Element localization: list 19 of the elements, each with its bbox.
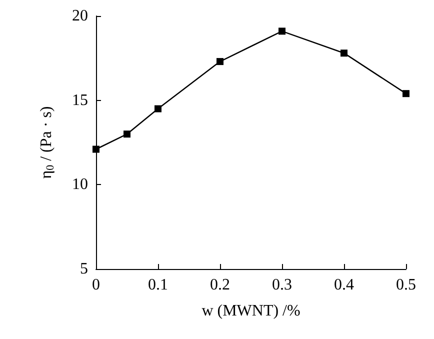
y-tick-label: 15 bbox=[72, 92, 88, 109]
y-tick-label: 10 bbox=[72, 176, 88, 194]
x-tick-label: 0.5 bbox=[396, 276, 416, 294]
point bbox=[216, 58, 224, 66]
x-tick-label: 0.2 bbox=[210, 276, 230, 294]
x-tick-label: 0.1 bbox=[148, 276, 168, 294]
x-tick-label: 0.4 bbox=[334, 276, 354, 294]
point bbox=[278, 28, 286, 35]
point bbox=[402, 90, 410, 98]
y-tick-label: 20 bbox=[72, 8, 88, 24]
point bbox=[340, 50, 348, 57]
point bbox=[154, 105, 162, 112]
x-tick-label: 0 bbox=[92, 276, 100, 294]
x-tick-label: 0.3 bbox=[272, 276, 292, 294]
point bbox=[124, 130, 130, 138]
y-axis-title: η0 / (Pa · s) bbox=[38, 106, 56, 179]
x-axis-title: w (MWNT) /% bbox=[202, 302, 300, 320]
y-tick-label: 5 bbox=[80, 260, 88, 278]
point bbox=[92, 146, 100, 153]
